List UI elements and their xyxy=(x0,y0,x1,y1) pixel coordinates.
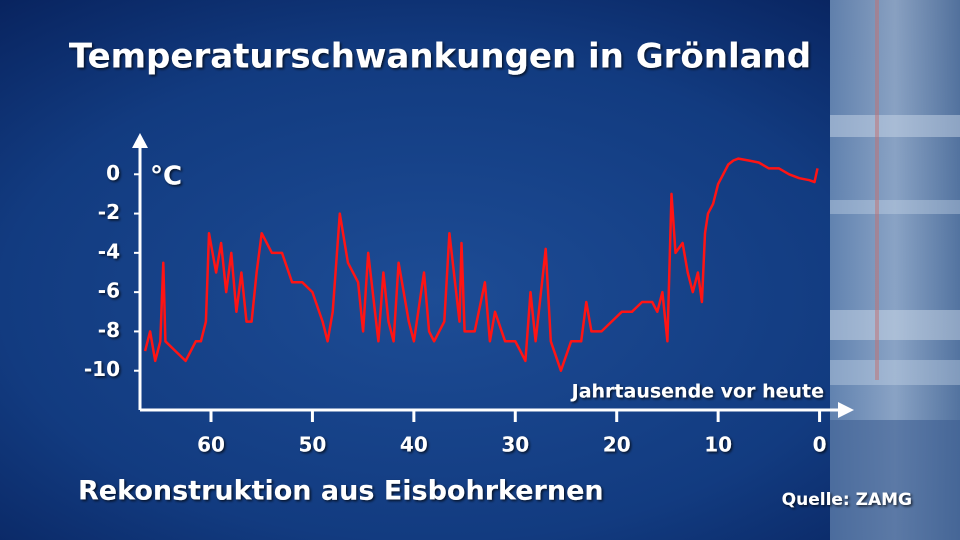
tick-labels: 0 -2 -4 -6 -8 -10 60 50 40 30 20 10 0 xyxy=(84,161,827,457)
labels: Temperaturschwankungen in Grönland °C Ja… xyxy=(69,37,912,511)
x-tick-label: 20 xyxy=(603,433,631,457)
chart-title: Temperaturschwankungen in Grönland xyxy=(69,37,811,77)
ice-core-panel xyxy=(830,0,960,540)
y-tick-label: -10 xyxy=(84,357,120,381)
axes xyxy=(132,133,854,418)
x-tick-label: 0 xyxy=(813,433,827,457)
y-tick-label: 0 xyxy=(106,161,120,185)
y-tick-label: -4 xyxy=(98,239,120,263)
y-tick-label: -2 xyxy=(98,200,120,224)
temperature-line xyxy=(143,157,819,372)
y-axis-label: °C xyxy=(150,162,182,192)
subtitle: Rekonstruktion aus Eisbohrkernen xyxy=(78,476,604,507)
source: Quelle: ZAMG xyxy=(782,490,912,510)
x-tick-label: 60 xyxy=(197,433,225,457)
x-tick-label: 40 xyxy=(400,433,428,457)
x-tick-label: 10 xyxy=(704,433,732,457)
y-tick-label: -6 xyxy=(98,279,120,303)
x-tick-label: 30 xyxy=(501,433,529,457)
x-tick-label: 50 xyxy=(299,433,327,457)
x-axis-label: Jahrtausende vor heute xyxy=(570,381,824,403)
y-tick-label: -8 xyxy=(98,318,120,342)
